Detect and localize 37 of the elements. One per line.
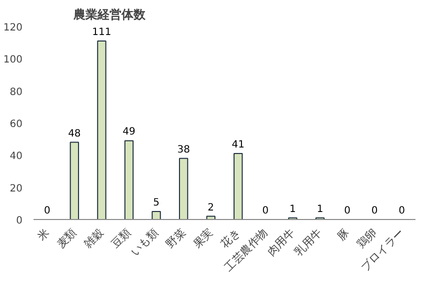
x-tick-label: 米 bbox=[34, 226, 52, 243]
data-label: 111 bbox=[92, 26, 112, 38]
data-label: 5 bbox=[153, 197, 160, 208]
y-tick-label: 40 bbox=[10, 151, 23, 162]
data-label: 2 bbox=[208, 202, 214, 214]
x-tick-label: 野菜 bbox=[163, 226, 188, 251]
bar bbox=[178, 158, 188, 220]
x-tick-label: 麦類 bbox=[54, 226, 80, 251]
y-tick-label: 100 bbox=[3, 54, 23, 66]
bar bbox=[97, 40, 106, 220]
x-tick-label: 乳用牛 bbox=[292, 226, 325, 258]
chart-title: 農業経営体数 bbox=[72, 8, 146, 22]
data-label: 41 bbox=[232, 140, 245, 151]
data-label: 0 bbox=[44, 206, 50, 216]
x-tick-label: 果実 bbox=[190, 226, 216, 251]
x-tick-label: 豚 bbox=[334, 226, 352, 243]
data-label: 38 bbox=[177, 144, 190, 156]
data-label: 0 bbox=[344, 206, 350, 216]
y-tick-label: 80 bbox=[10, 86, 23, 98]
x-tick-label: 鶏卵 bbox=[354, 226, 380, 251]
y-tick-label: 20 bbox=[10, 183, 23, 194]
data-label: 0 bbox=[262, 206, 269, 216]
bar bbox=[124, 140, 134, 220]
data-label: 1 bbox=[316, 204, 324, 215]
data-label: 48 bbox=[68, 128, 81, 140]
x-tick-label: 雑穀 bbox=[82, 226, 106, 251]
x-tick-label: 豆類 bbox=[108, 226, 134, 251]
data-label: 0 bbox=[398, 206, 406, 216]
bar bbox=[234, 153, 243, 220]
y-tick-label: 60 bbox=[10, 119, 23, 130]
data-label: 49 bbox=[122, 126, 136, 138]
y-tick-label: 120 bbox=[3, 22, 23, 34]
data-label: 1 bbox=[290, 204, 296, 215]
bar bbox=[152, 210, 161, 220]
y-tick-label: 0 bbox=[16, 216, 23, 226]
data-label: 0 bbox=[371, 206, 378, 216]
bar bbox=[70, 142, 80, 220]
